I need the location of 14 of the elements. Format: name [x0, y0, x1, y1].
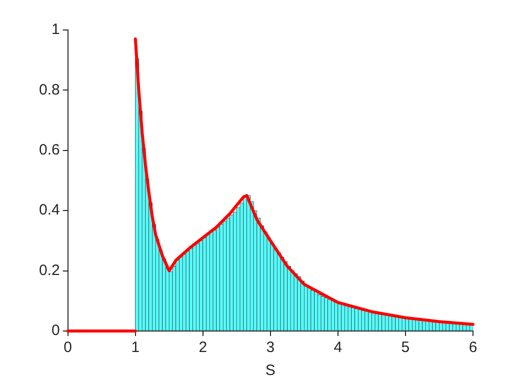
x-tick-label: 1: [131, 339, 140, 356]
x-tick-label: 2: [198, 339, 208, 356]
x-tick-label: 5: [401, 339, 410, 356]
y-tick-label: 0.2: [38, 262, 60, 279]
x-tick-label: 4: [334, 339, 342, 356]
y-tick-label: 0: [52, 322, 60, 340]
y-tick-label: 0.8: [38, 81, 60, 98]
x-tick-label: 0: [64, 339, 72, 356]
y-tick-label: 0.6: [38, 142, 60, 159]
y-tick-label: 0.4: [38, 202, 60, 219]
x-tick-label: 6: [468, 339, 478, 356]
x-tick-label: 3: [266, 339, 275, 356]
y-tick-label: 1: [52, 21, 60, 38]
x-axis-title: S: [265, 362, 276, 380]
